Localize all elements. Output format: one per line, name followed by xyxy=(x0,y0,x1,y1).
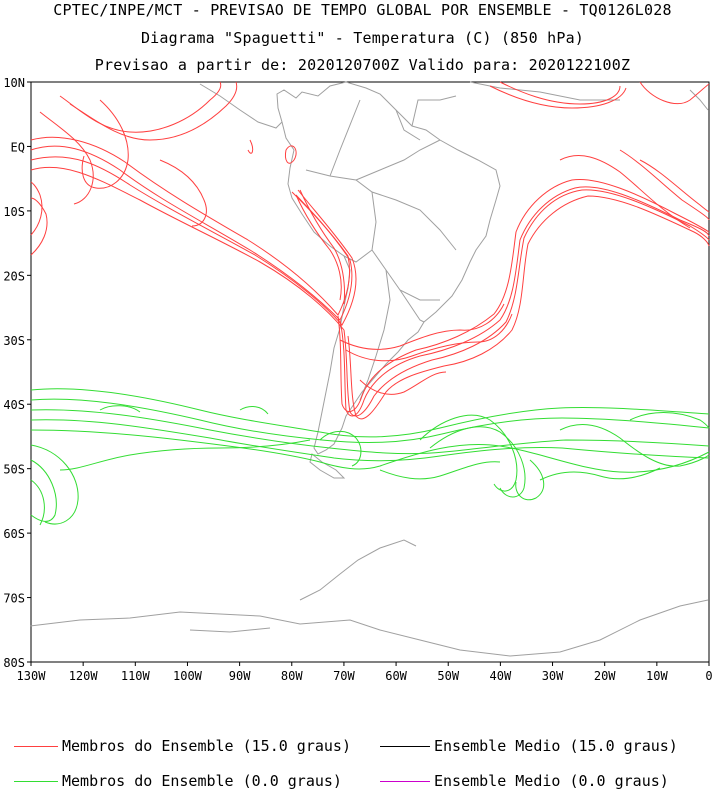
member-0-contour-line xyxy=(239,406,269,415)
member-0-contour-line xyxy=(30,444,79,525)
member-15-contour-line xyxy=(59,81,222,133)
member-15-contour-line xyxy=(359,371,447,395)
member-0-contour-line xyxy=(30,398,710,443)
member-0-contour-line xyxy=(59,439,311,471)
member-15-contour-line xyxy=(30,145,353,321)
lon-tick-label: 50W xyxy=(437,669,459,683)
lon-tick-label: 10W xyxy=(646,669,668,683)
legend-member-15: Membros do Ensemble (15.0 graus) xyxy=(14,737,351,755)
legend-swatch-member-0 xyxy=(14,781,58,782)
member-0-contour-line xyxy=(379,461,501,480)
member-0-contour-line xyxy=(629,412,710,429)
member-0-contour-line xyxy=(30,419,710,462)
title-line-2: Diagrama "Spaguetti" - Temperatura (C) (… xyxy=(140,29,585,47)
member-15-contour-line xyxy=(295,194,342,301)
member-15-contour-line xyxy=(69,81,238,141)
member-15-contour-line xyxy=(285,145,297,164)
member-15-contours xyxy=(30,81,710,420)
legend-swatch-mean-15 xyxy=(380,746,430,747)
member-0-contour-line xyxy=(30,429,710,473)
legend-swatch-mean-0 xyxy=(380,781,430,782)
lon-tick-label: 80W xyxy=(281,669,303,683)
member-15-contour-line xyxy=(639,159,710,213)
member-15-contour-line xyxy=(39,111,94,205)
member-15-contour-line xyxy=(347,195,710,420)
lon-tick-label: 130W xyxy=(17,669,47,683)
member-15-contour-line xyxy=(30,136,351,316)
legend-mean-15: Ensemble Medio (15.0 graus) xyxy=(380,737,678,755)
member-15-contour-line xyxy=(30,166,345,331)
member-15-contour-line xyxy=(339,303,505,350)
lat-tick-label: EQ xyxy=(11,140,25,154)
member-15-contour-line xyxy=(247,139,254,154)
member-0-contour-line xyxy=(559,424,710,467)
member-0-contours xyxy=(30,388,710,526)
legend-member-0: Membros do Ensemble (0.0 graus) xyxy=(14,772,342,790)
member-0-contour-line xyxy=(429,426,526,498)
title-line-1: CPTEC/INPE/MCT - PREVISAO DE TEMPO GLOBA… xyxy=(53,1,672,19)
lon-tick-label: 30W xyxy=(542,669,564,683)
map-frame xyxy=(30,81,710,663)
member-15-contour-line xyxy=(499,81,621,105)
lon-tick-label: 20W xyxy=(594,669,616,683)
longitude-axis: 130W 120W 110W 100W 90W 80W 70W 60W 50W 40W 30W 20W… xyxy=(17,662,713,683)
member-15-contour-line xyxy=(619,149,710,221)
member-15-contour-line xyxy=(81,99,129,189)
lon-tick-label: 90W xyxy=(229,669,251,683)
member-0-contour-line xyxy=(30,479,45,526)
legend-label-member-15: Membros do Ensemble (15.0 graus) xyxy=(62,737,351,755)
lon-tick-label: 100W xyxy=(173,669,203,683)
member-15-contour-line xyxy=(30,181,43,236)
legend-swatch-member-15 xyxy=(14,746,58,747)
lon-tick-label: 120W xyxy=(69,669,99,683)
lat-tick-label: 60S xyxy=(3,527,25,541)
member-15-contour-line xyxy=(345,313,513,362)
member-15-contour-line xyxy=(337,178,710,412)
member-15-contour-line xyxy=(639,81,710,105)
lat-tick-label: 10S xyxy=(3,205,25,219)
member-0-contour-line xyxy=(99,405,141,413)
coastlines xyxy=(29,81,709,657)
member-0-contour-line xyxy=(419,414,518,492)
member-0-contour-line xyxy=(30,388,710,438)
lon-tick-label: 70W xyxy=(333,669,355,683)
member-15-contour-line xyxy=(489,85,627,109)
lat-tick-label: 50S xyxy=(3,463,25,477)
member-15-contour-line xyxy=(30,156,357,326)
lat-tick-label: 10N xyxy=(3,76,25,90)
lat-tick-label: 80S xyxy=(3,656,25,670)
legend-label-mean-0: Ensemble Medio (0.0 graus) xyxy=(434,772,669,790)
legend-label-mean-15: Ensemble Medio (15.0 graus) xyxy=(434,737,678,755)
lon-tick-label: 0 xyxy=(705,669,712,683)
lon-tick-label: 60W xyxy=(385,669,407,683)
lat-tick-label: 70S xyxy=(3,592,25,606)
lat-tick-label: 30S xyxy=(3,334,25,348)
member-0-contour-line xyxy=(319,431,362,467)
title-line-3: Previsao a partir de: 2020120700Z Valido… xyxy=(94,56,631,74)
lat-tick-label: 40S xyxy=(3,398,25,412)
lat-tick-label: 20S xyxy=(3,269,25,283)
member-15-contour-line xyxy=(299,189,345,305)
member-15-contour-line xyxy=(159,159,207,227)
member-15-contour-line xyxy=(559,155,691,229)
lon-tick-label: 40W xyxy=(490,669,512,683)
member-15-contour-line xyxy=(339,186,710,417)
member-0-contour-line xyxy=(30,409,710,455)
legend-label-member-0: Membros do Ensemble (0.0 graus) xyxy=(62,772,342,790)
lon-tick-label: 110W xyxy=(121,669,151,683)
member-0-contour-line xyxy=(539,467,661,481)
member-0-contour-line xyxy=(515,459,545,501)
latitude-axis: 10N EQ 10S 20S 30S 40S 50S 60S 70S 80S xyxy=(3,76,31,670)
member-0-contour-line xyxy=(30,459,57,522)
member-15-contour-line xyxy=(30,197,48,256)
legend-mean-0: Ensemble Medio (0.0 graus) xyxy=(380,772,669,790)
